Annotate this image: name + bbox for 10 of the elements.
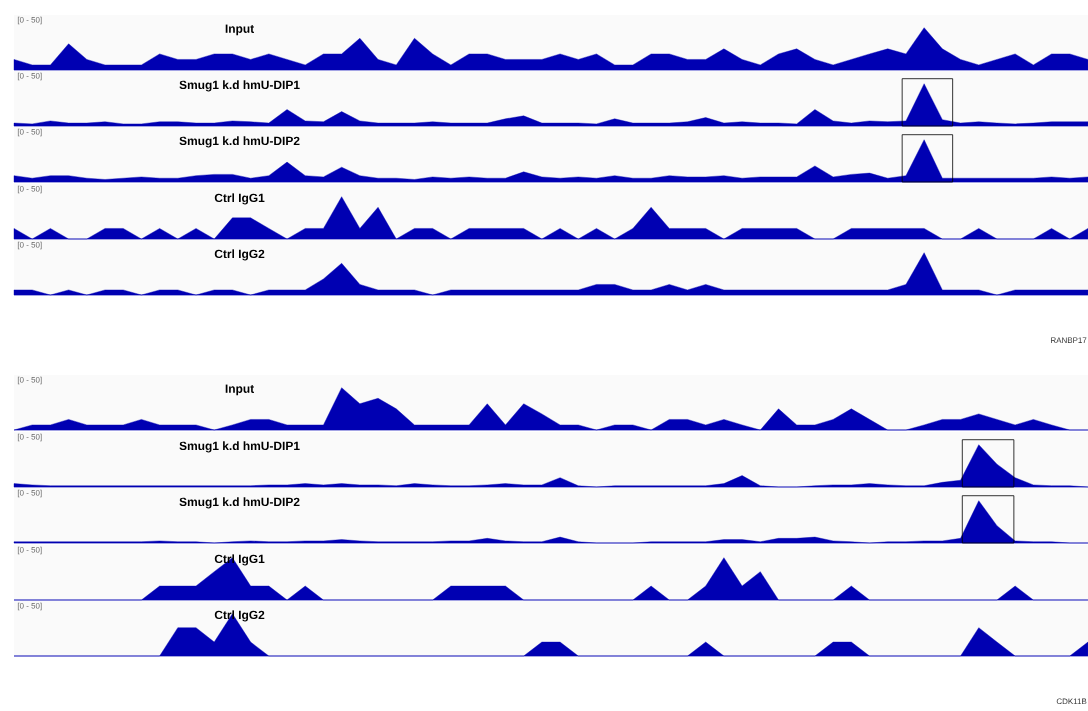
chart-title: Smug1 k.d hmU-DIP1 bbox=[179, 441, 300, 453]
chart-title: Ctrl IgG1 bbox=[214, 193, 265, 205]
chart-title: Ctrl IgG1 bbox=[214, 554, 265, 566]
chart-title: Ctrl IgG2 bbox=[214, 249, 265, 261]
chart-title: Smug1 k.d hmU-DIP2 bbox=[179, 136, 300, 148]
chart-title: Input bbox=[225, 24, 254, 36]
chart-title: Smug1 k.d hmU-DIP2 bbox=[179, 497, 300, 509]
chart-title: Input bbox=[225, 384, 254, 396]
chart-title: Ctrl IgG2 bbox=[214, 610, 265, 622]
chart-title: Smug1 k.d hmU-DIP1 bbox=[179, 80, 300, 92]
